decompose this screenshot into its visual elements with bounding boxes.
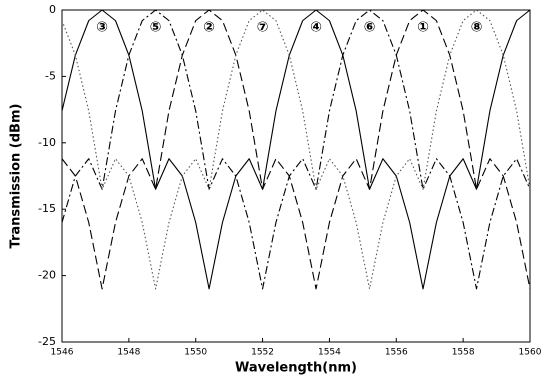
y-axis-title: Transmission (dBm) bbox=[9, 104, 24, 249]
y-tick-label: -25 bbox=[38, 335, 56, 348]
channel-label: ③ bbox=[96, 19, 108, 35]
series-line bbox=[61, 9, 531, 290]
x-tick-label: 1554 bbox=[318, 348, 341, 358]
series-line bbox=[61, 9, 531, 290]
channel-label: ④ bbox=[310, 19, 322, 35]
series-line bbox=[61, 9, 531, 290]
channel-label: ⑥ bbox=[364, 19, 376, 35]
plot-frame bbox=[61, 9, 531, 343]
channel-label: ② bbox=[203, 19, 215, 35]
channel-label: ⑧ bbox=[471, 19, 483, 35]
y-tick-label: -15 bbox=[38, 202, 56, 215]
x-tick-label: 1552 bbox=[251, 348, 274, 358]
x-tick-label: 1546 bbox=[51, 348, 74, 358]
x-tick-label: 1548 bbox=[117, 348, 140, 358]
y-tick-label: 0 bbox=[49, 3, 56, 16]
y-tick-label: -10 bbox=[38, 136, 56, 149]
channel-label: ⑦ bbox=[257, 19, 269, 35]
y-tick-label: -20 bbox=[38, 269, 56, 282]
channel-label: ⑤ bbox=[150, 19, 162, 35]
x-tick-label: 1560 bbox=[519, 348, 542, 358]
x-tick-label: 1550 bbox=[184, 348, 207, 358]
x-tick-label: 1556 bbox=[385, 348, 408, 358]
x-tick-label: 1558 bbox=[452, 348, 475, 358]
channel-label: ① bbox=[417, 19, 429, 35]
y-tick-label: -5 bbox=[45, 69, 56, 82]
x-axis-title: Wavelength(nm) bbox=[235, 361, 357, 376]
series-line bbox=[61, 9, 531, 290]
